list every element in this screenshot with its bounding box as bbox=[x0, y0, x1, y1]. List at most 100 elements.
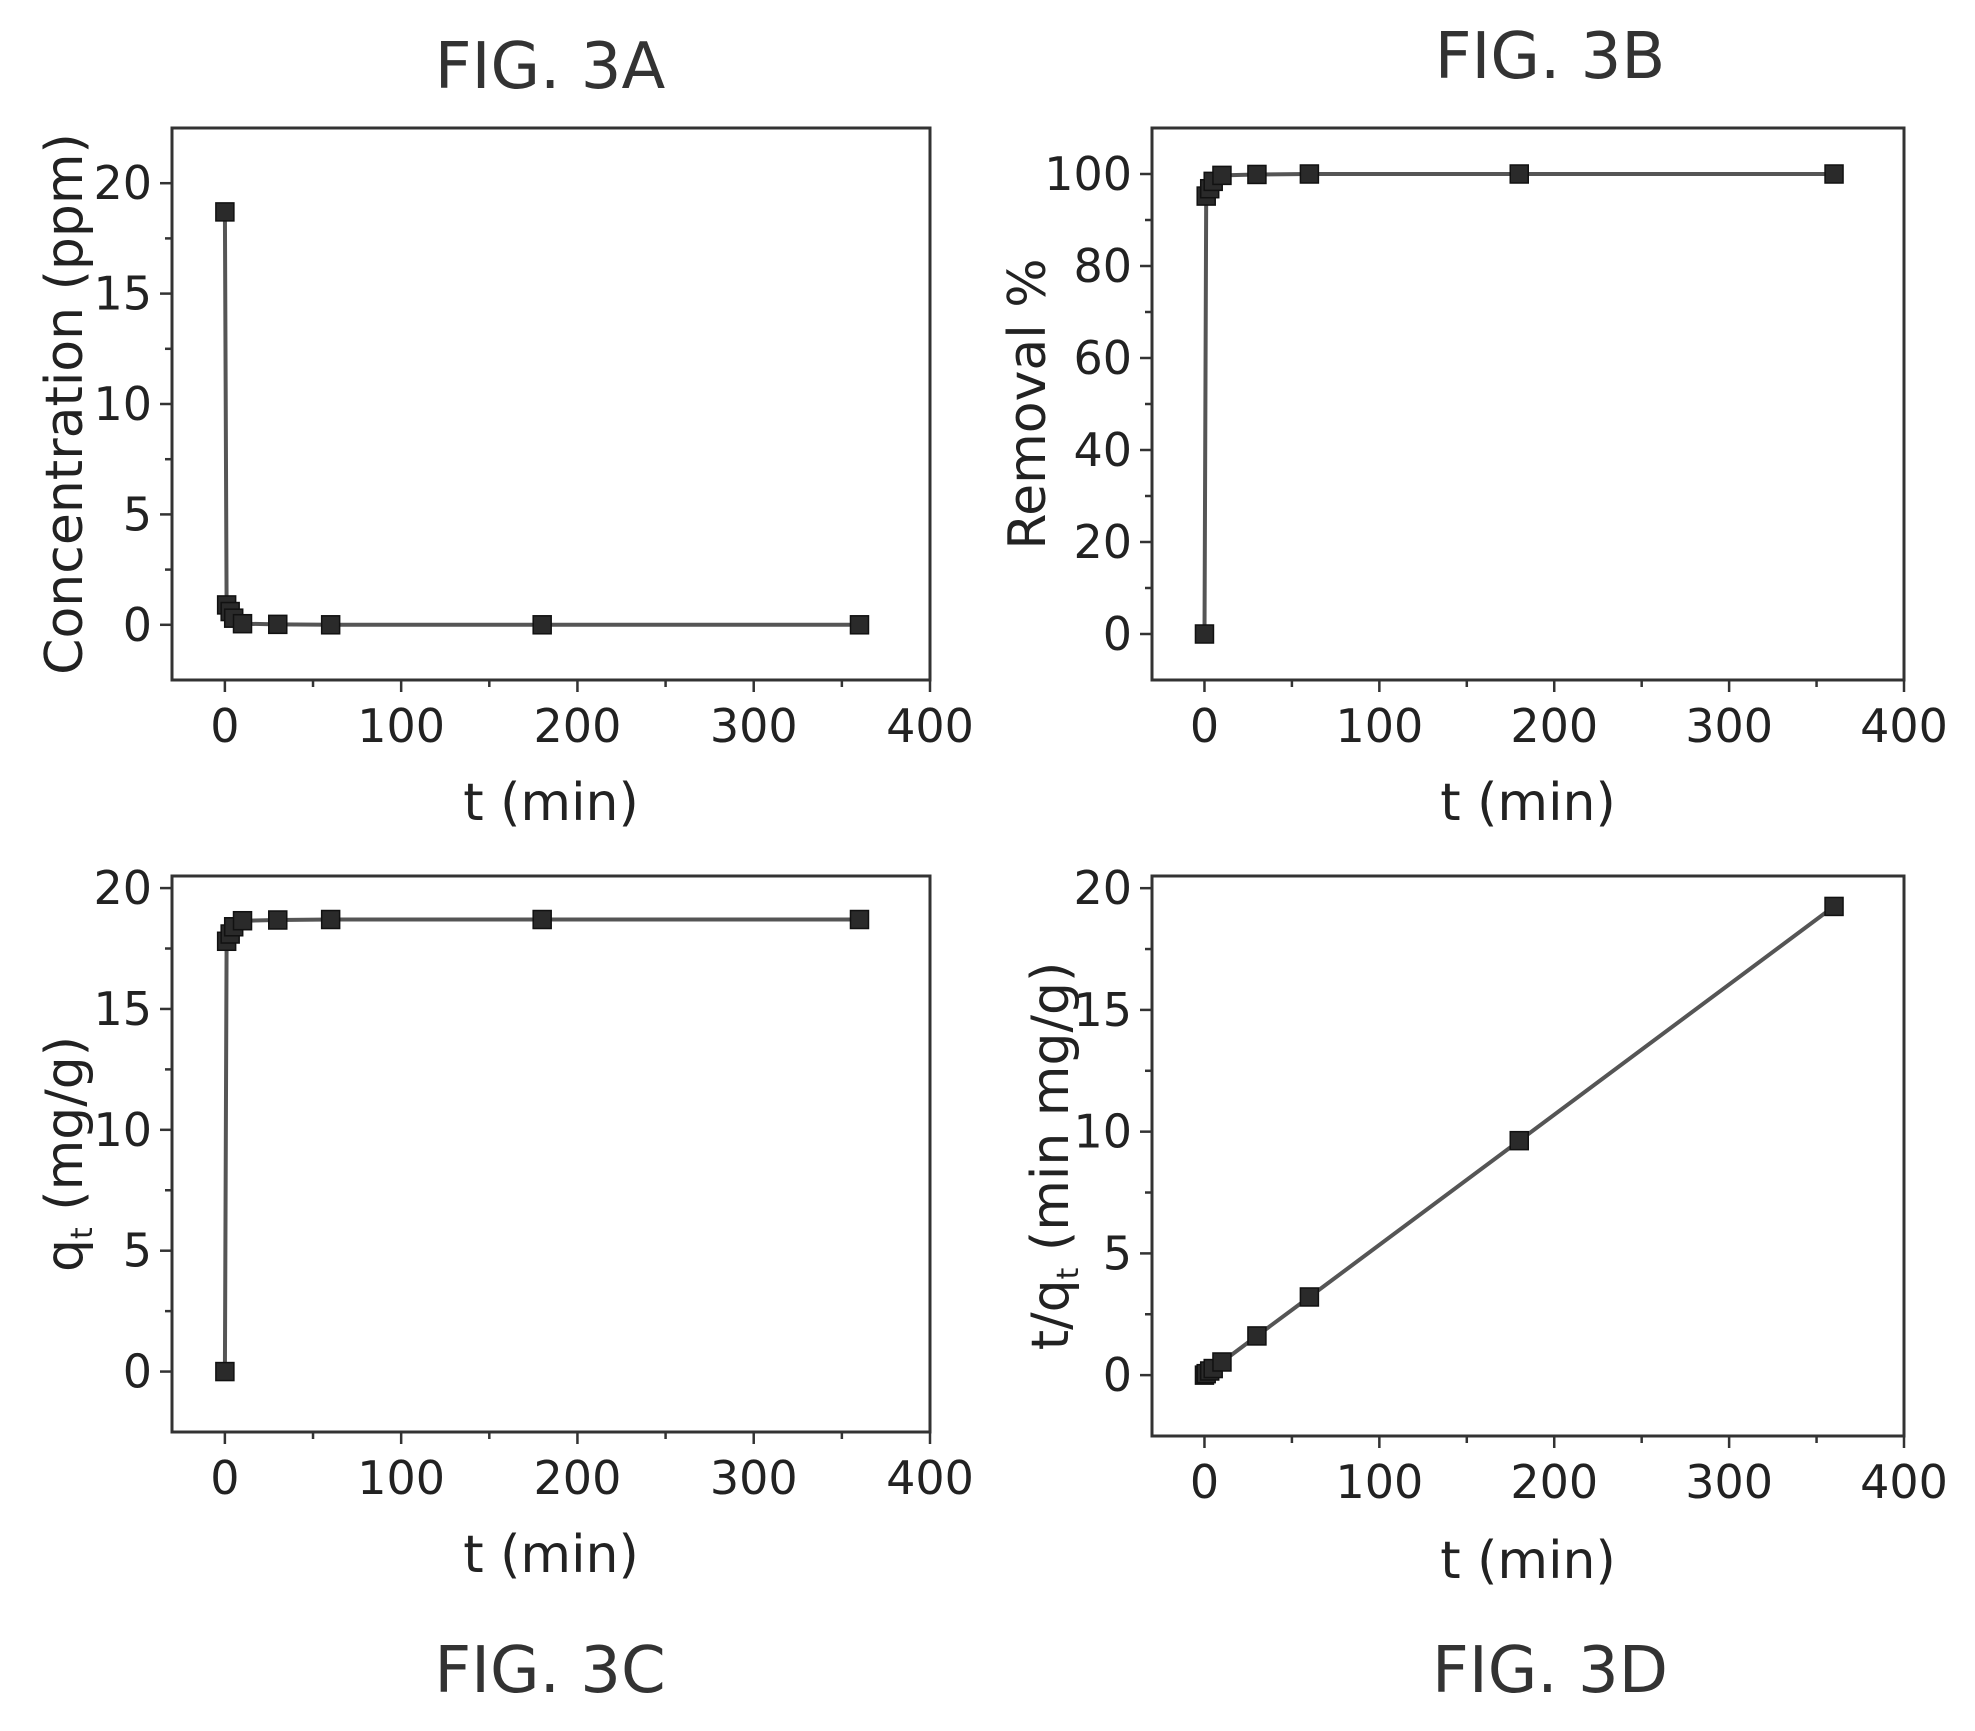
x-tick-label-c-2: 200 bbox=[534, 1451, 622, 1505]
x-tick-labels-c: 0 100 200 300 400 bbox=[210, 1451, 974, 1505]
y-tick-label-a-0: 0 bbox=[123, 598, 152, 652]
x-tick-label-d-0: 0 bbox=[1190, 1455, 1219, 1509]
fig-label-3b: FIG. 3B bbox=[1435, 20, 1666, 94]
data-point-c-8 bbox=[849, 909, 870, 930]
fig-label-3d: FIG. 3D bbox=[1432, 1634, 1668, 1708]
data-point-d-6 bbox=[1299, 1287, 1320, 1307]
x-tick-label-d-2: 200 bbox=[1510, 1455, 1598, 1509]
data-point-a-5 bbox=[268, 614, 288, 635]
chart-panel-a: 0 100 200 300 400 0 5 10 15 20 t (min) Concentra… bbox=[35, 126, 974, 833]
chart-panel-d: 0 100 200 300 400 0 5 10 15 20 t (min) t/qt (min… bbox=[1021, 861, 1948, 1591]
x-tick-label-a-0: 0 bbox=[210, 699, 239, 753]
y-tick-label-c-2: 10 bbox=[93, 1103, 152, 1157]
plot-frame-b bbox=[1150, 126, 1906, 682]
x-tick-label-b-3: 300 bbox=[1685, 699, 1773, 753]
x-tick-label-c-4: 400 bbox=[886, 1451, 974, 1505]
data-point-c-6 bbox=[320, 909, 341, 930]
data-point-b-8 bbox=[1824, 164, 1844, 184]
data-point-c-5 bbox=[268, 910, 288, 930]
y-axis-label-d-main: t/q bbox=[1021, 1279, 1081, 1350]
x-tick-labels-d: 0 100 200 300 400 bbox=[1190, 1455, 1948, 1509]
y-tick-label-a-4: 20 bbox=[93, 156, 152, 210]
data-point-a-8 bbox=[849, 615, 870, 635]
x-tick-label-a-2: 200 bbox=[534, 699, 622, 753]
fig-label-3a: FIG. 3A bbox=[435, 30, 666, 104]
y-tick-label-d-0: 0 bbox=[1103, 1348, 1132, 1402]
x-axis-label-d: t (min) bbox=[1440, 1531, 1616, 1591]
y-axis-label-c-unit: (mg/g) bbox=[35, 1036, 95, 1227]
y-tick-label-d-3: 15 bbox=[1073, 983, 1132, 1037]
data-point-c-7 bbox=[532, 909, 552, 930]
plot-area-c bbox=[215, 909, 870, 1382]
plot-frame-d bbox=[1150, 874, 1906, 1438]
fig-label-3c: FIG. 3C bbox=[434, 1634, 665, 1708]
y-axis-label-d-unit: (min mg/g) bbox=[1021, 962, 1081, 1268]
y-tick-label-b-4: 80 bbox=[1073, 239, 1132, 293]
y-axis-label-c: qt (mg/g) bbox=[35, 1036, 100, 1272]
series-line-a bbox=[222, 211, 860, 627]
data-point-a-6 bbox=[320, 615, 341, 635]
data-point-a-7 bbox=[532, 615, 552, 635]
chart-panel-c: 0 100 200 300 400 0 5 10 15 20 t (min) qt (mg/g) bbox=[35, 861, 974, 1585]
data-point-a-0 bbox=[215, 202, 235, 222]
x-axis-label-b: t (min) bbox=[1440, 773, 1616, 833]
x-tick-labels-a: 0 100 200 300 400 bbox=[210, 699, 974, 753]
y-tick-label-c-0: 0 bbox=[123, 1345, 152, 1399]
x-tick-label-b-2: 200 bbox=[1510, 699, 1598, 753]
y-tick-labels-c: 0 5 10 15 20 bbox=[93, 861, 152, 1398]
series-line-c bbox=[222, 917, 860, 1372]
chart-panel-b: 0 100 200 300 400 0 20 40 60 80 100 t (min) Remov… bbox=[998, 126, 1948, 833]
data-point-a-4 bbox=[232, 613, 253, 634]
plot-area-b bbox=[1194, 164, 1844, 644]
data-point-c-0 bbox=[215, 1361, 235, 1382]
series-line-b bbox=[1202, 172, 1834, 635]
y-tick-label-c-3: 15 bbox=[93, 982, 152, 1036]
y-tick-label-a-1: 5 bbox=[123, 487, 152, 541]
y-tick-label-c-4: 20 bbox=[93, 861, 152, 915]
tick-marks-b bbox=[1140, 172, 1906, 692]
y-tick-labels-b: 0 20 40 60 80 100 bbox=[1044, 147, 1132, 661]
plot-area-a bbox=[215, 202, 870, 635]
tick-marks-c bbox=[160, 886, 932, 1444]
y-axis-label-d-subscript: t bbox=[1051, 1267, 1086, 1279]
x-tick-label-b-0: 0 bbox=[1190, 699, 1219, 753]
data-point-b-5 bbox=[1247, 164, 1267, 185]
x-tick-label-b-4: 400 bbox=[1860, 699, 1948, 753]
y-tick-labels-a: 0 5 10 15 20 bbox=[93, 156, 152, 652]
plot-frame-a bbox=[170, 126, 932, 682]
x-tick-label-c-3: 300 bbox=[710, 1451, 798, 1505]
x-tick-label-c-0: 0 bbox=[210, 1451, 239, 1505]
data-point-d-7 bbox=[1509, 1130, 1530, 1151]
plot-frame-c bbox=[170, 874, 932, 1434]
y-axis-label-c-main: q bbox=[35, 1239, 95, 1272]
x-axis-label-a: t (min) bbox=[463, 773, 639, 833]
y-tick-label-b-0: 0 bbox=[1103, 607, 1132, 661]
x-tick-label-d-1: 100 bbox=[1335, 1455, 1423, 1509]
x-tick-labels-b: 0 100 200 300 400 bbox=[1190, 699, 1948, 753]
y-tick-label-a-3: 15 bbox=[93, 267, 152, 321]
tick-marks-d bbox=[1140, 886, 1906, 1448]
y-axis-label-b: Removal % bbox=[998, 258, 1058, 549]
x-tick-label-d-3: 300 bbox=[1685, 1455, 1773, 1509]
data-point-d-8 bbox=[1824, 896, 1844, 917]
data-point-d-5 bbox=[1247, 1326, 1267, 1346]
y-tick-labels-d: 0 5 10 15 20 bbox=[1073, 861, 1132, 1402]
data-point-b-7 bbox=[1509, 164, 1530, 184]
y-tick-label-c-1: 5 bbox=[123, 1224, 152, 1278]
data-point-b-4 bbox=[1212, 165, 1232, 186]
data-point-c-4 bbox=[232, 910, 253, 931]
y-tick-label-d-2: 10 bbox=[1073, 1105, 1132, 1159]
x-tick-label-c-1: 100 bbox=[357, 1451, 445, 1505]
x-tick-label-d-4: 400 bbox=[1860, 1455, 1948, 1509]
y-axis-label-a: Concentration (ppm) bbox=[35, 133, 95, 675]
y-tick-label-d-4: 20 bbox=[1073, 861, 1132, 915]
plot-area-d bbox=[1194, 896, 1844, 1385]
y-tick-label-b-3: 60 bbox=[1073, 331, 1132, 385]
x-tick-label-a-3: 300 bbox=[710, 699, 798, 753]
x-tick-label-b-1: 100 bbox=[1335, 699, 1423, 753]
y-tick-label-b-2: 40 bbox=[1073, 423, 1132, 477]
x-tick-label-a-4: 400 bbox=[886, 699, 974, 753]
y-axis-label-d: t/qt (min mg/g) bbox=[1021, 962, 1086, 1351]
y-tick-label-d-1: 5 bbox=[1103, 1226, 1132, 1280]
